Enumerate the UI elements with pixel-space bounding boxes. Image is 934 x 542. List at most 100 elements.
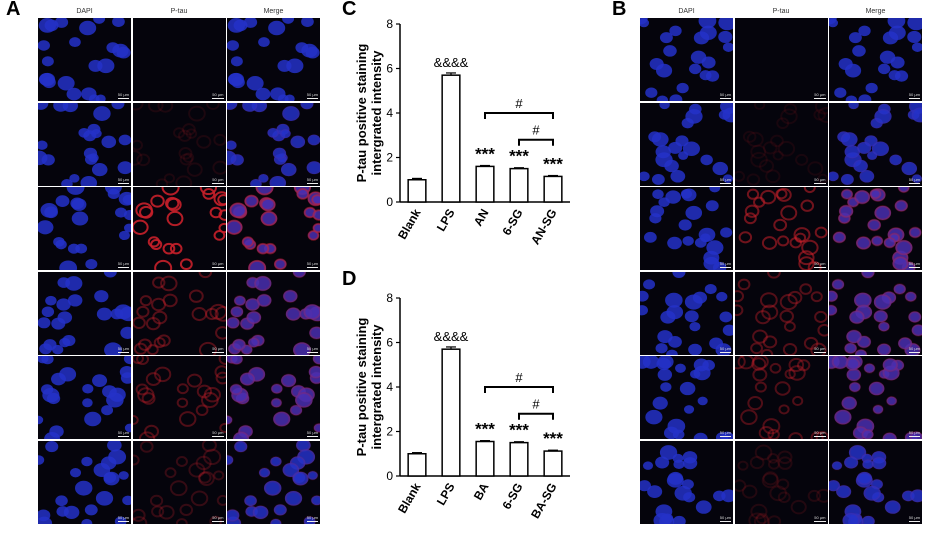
scale-bar: 50 μm: [908, 345, 920, 353]
scale-bar: 50 μm: [212, 92, 224, 99]
scale-bar-line: [306, 520, 318, 522]
column-header: Merge: [865, 8, 886, 15]
micrograph-tile: 50 μm: [640, 271, 733, 355]
bar: [509, 441, 529, 477]
y-axis-label: P-tau positive staining: [354, 318, 369, 457]
micrograph-tile: 50 μm: [227, 18, 320, 101]
scale-bar: 50 μm: [814, 93, 826, 99]
scale-bar-label: 50 μm: [117, 261, 129, 266]
scale-bar: 50 μm: [908, 261, 920, 268]
panel-b-letter: B: [612, 0, 627, 20]
y-tick-label: 2: [386, 425, 393, 439]
scale-bar: 50 μm: [814, 515, 826, 522]
significance-label: ***: [543, 155, 563, 174]
y-tick-label: 4: [386, 106, 393, 120]
scale-bar: 50 μm: [117, 176, 129, 184]
scale-bar-line: [814, 267, 826, 268]
scale-bar-label: 50 μm: [908, 261, 920, 266]
scale-bar-label: 50 μm: [908, 430, 920, 435]
scale-bar-line: [117, 436, 129, 437]
micrograph-tile: 50 μm: [132, 356, 226, 439]
scale-bar-line: [117, 520, 129, 522]
micrograph-tile: 50 μm: [227, 102, 320, 186]
x-tick-label: 6-SG: [499, 207, 525, 238]
scale-bar-label: 50 μm: [719, 92, 731, 97]
scale-bar: 50 μm: [814, 261, 826, 268]
scale-bar-line: [117, 351, 129, 353]
scale-bar-label: 50 μm: [212, 92, 224, 97]
scale-bar: 50 μm: [814, 177, 826, 184]
scale-bar-line: [814, 351, 826, 353]
scale-bar-label: 50 μm: [306, 514, 318, 520]
scale-bar-line: [908, 436, 920, 437]
y-tick-label: 6: [386, 336, 393, 350]
scale-bar-label: 50 μm: [306, 92, 318, 97]
micrograph-tile: 50 μm: [829, 18, 922, 101]
scale-bar-line: [117, 267, 129, 268]
scale-bar-line: [719, 520, 731, 522]
scale-bar-label: 50 μm: [719, 176, 731, 182]
bar: [441, 348, 461, 477]
scale-bar: 50 μm: [719, 92, 731, 99]
scale-bar-line: [212, 267, 224, 268]
x-tick-label: Blank: [395, 480, 424, 516]
bar: [509, 167, 529, 203]
x-tick-label: BA-SG: [528, 481, 559, 521]
scale-bar: 50 μm: [306, 262, 318, 268]
scale-bar-line: [212, 436, 224, 437]
scale-bar-label: 50 μm: [719, 430, 731, 435]
micrograph-tile: 50 μm: [734, 356, 828, 439]
micrograph-tile: 50 μm: [829, 440, 922, 524]
bar: [543, 450, 563, 477]
scale-bar: 50 μm: [117, 93, 129, 99]
scale-bar-label: 50 μm: [719, 261, 731, 266]
scale-bar-label: 50 μm: [117, 176, 129, 182]
micrograph-tile: 50 μm: [132, 102, 226, 186]
micrograph-tile: 50 μm: [829, 271, 922, 355]
scale-bar-line: [212, 351, 224, 353]
y-tick-label: 0: [386, 469, 393, 483]
micrograph-tile: 50 μm: [640, 187, 733, 270]
scale-bar: 50 μm: [117, 430, 129, 437]
scale-bar-line: [814, 182, 826, 184]
scale-bar-label: 50 μm: [117, 430, 129, 435]
scale-bar: 50 μm: [212, 346, 224, 353]
scale-bar-line: [306, 267, 318, 268]
scale-bar: 50 μm: [719, 346, 731, 353]
scale-bar-label: 50 μm: [306, 345, 318, 351]
scale-bar-line: [814, 520, 826, 522]
scale-bar-line: [908, 267, 920, 268]
significance-label: ***: [509, 147, 529, 166]
scale-bar: 50 μm: [814, 346, 826, 353]
bracket-label: #: [532, 123, 540, 138]
scale-bar: 50 μm: [719, 261, 731, 268]
column-header: Merge: [263, 8, 284, 15]
scale-bar-label: 50 μm: [814, 261, 826, 266]
y-axis-label: P-tau positive staining: [354, 44, 369, 183]
y-tick-label: 0: [386, 195, 393, 209]
scale-bar-label: 50 μm: [814, 430, 826, 435]
scale-bar-line: [306, 351, 318, 353]
micrograph-tile: 50 μm: [640, 18, 733, 101]
scale-bar: 50 μm: [306, 345, 318, 353]
micrograph-tile: 50 μm: [132, 18, 226, 101]
scale-bar-line: [306, 436, 318, 437]
scale-bar: 50 μm: [306, 514, 318, 522]
column-header: P-tau: [170, 8, 188, 15]
micrograph-tile: 50 μm: [640, 356, 733, 439]
significance-bracket: [518, 412, 554, 420]
bar: [441, 74, 461, 203]
scale-bar-label: 50 μm: [908, 92, 920, 97]
scale-bar-label: 50 μm: [908, 345, 920, 351]
y-tick-label: 6: [386, 62, 393, 76]
scale-bar-line: [814, 98, 826, 99]
x-tick-label: BA: [471, 480, 492, 502]
scale-bar-label: 50 μm: [212, 514, 224, 520]
significance-label: ***: [475, 420, 495, 439]
scale-bar-label: 50 μm: [719, 514, 731, 520]
scale-bar-line: [117, 98, 129, 99]
column-header: P-tau: [772, 8, 790, 15]
scale-bar: 50 μm: [908, 515, 920, 522]
x-tick-label: LPS: [434, 207, 458, 234]
